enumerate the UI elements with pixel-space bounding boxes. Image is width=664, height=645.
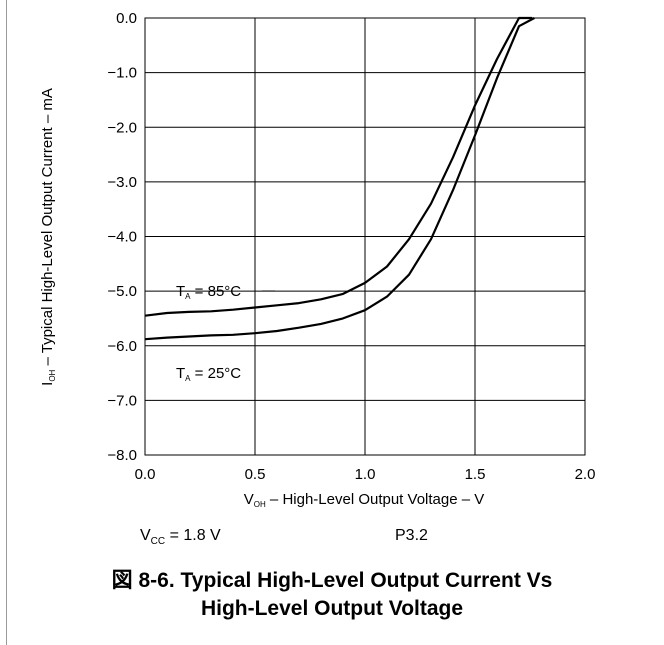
x-tick-label: 2.0 xyxy=(575,466,596,483)
x-tick-labels: 0.0 0.5 1.0 1.5 2.0 xyxy=(135,466,596,483)
series-line-25c xyxy=(144,17,535,341)
port-label: P3.2 xyxy=(395,527,428,544)
y-tick-label: −7.0 xyxy=(107,392,137,409)
x-axis-label: VOH – High-Level Output Voltage – V xyxy=(244,491,485,509)
series-line-85c xyxy=(144,16,533,317)
x-tick-label: 0.5 xyxy=(245,466,266,483)
x-tick-label: 1.5 xyxy=(465,466,486,483)
y-axis-label: IOH – Typical High-Level Output Current … xyxy=(39,88,57,386)
page-margin-rule xyxy=(6,0,7,645)
figure-caption: 図 8-6. Typical High-Level Output Current… xyxy=(0,567,664,623)
caption-line-1: 図 8-6. Typical High-Level Output Current… xyxy=(111,569,553,592)
x-tick-label: 0.0 xyxy=(135,466,156,483)
y-tick-label: −5.0 xyxy=(107,283,137,300)
y-tick-labels: 0.0 −1.0 −2.0 −3.0 −4.0 −5.0 −6.0 −7.0 −8.0 xyxy=(107,10,137,464)
y-tick-label: −4.0 xyxy=(107,229,137,246)
series-label-85c: TA = 85°C xyxy=(176,283,241,301)
x-tick-label: 1.0 xyxy=(355,466,376,483)
y-tick-label: 0.0 xyxy=(116,10,137,27)
chart: 0.0 0.5 1.0 1.5 2.0 0.0 −1.0 −2.0 −3.0 −4.0 −5.0 −… xyxy=(39,10,596,509)
series-lines xyxy=(144,16,535,341)
y-tick-label: −1.0 xyxy=(107,65,137,82)
grid xyxy=(145,18,585,455)
y-tick-label: −3.0 xyxy=(107,174,137,191)
y-tick-label: −6.0 xyxy=(107,338,137,355)
series-label-25c: TA = 25°C xyxy=(176,365,241,383)
y-tick-label: −2.0 xyxy=(107,119,137,136)
caption-line-2: High-Level Output Voltage xyxy=(200,597,464,620)
y-tick-label: −8.0 xyxy=(107,447,137,464)
vcc-condition: VCC = 1.8 V xyxy=(140,527,221,548)
